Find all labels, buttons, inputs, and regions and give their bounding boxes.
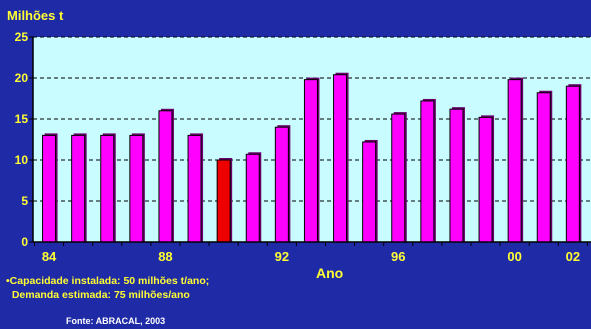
bar [362, 141, 377, 243]
bar [507, 79, 522, 243]
y-tick-label: 10 [15, 153, 29, 167]
x-tick-label: 96 [391, 249, 405, 264]
bar [303, 79, 318, 243]
bar [100, 134, 115, 243]
bar [71, 134, 86, 243]
x-tick-label: 88 [158, 249, 172, 264]
bar [216, 159, 231, 243]
source-note: Fonte: ABRACAL, 2003 [66, 316, 166, 326]
bar [536, 92, 551, 243]
note-demand: Demanda estimada: 75 milhões/ano [6, 289, 190, 301]
y-tick-label: 5 [21, 194, 28, 208]
x-axis-label: Ano [316, 265, 344, 281]
bar [245, 153, 260, 243]
bar [391, 113, 406, 243]
y-tick-label: 25 [15, 30, 29, 44]
note-capacity: •Capacidade instalada: 50 milhões t/ano; [6, 275, 210, 287]
notes: •Capacidade instalada: 50 milhões t/ano;… [6, 274, 209, 302]
x-tick-label: 92 [275, 249, 289, 264]
y-tick-label: 15 [15, 112, 29, 126]
y-tick-label: 0 [21, 235, 28, 249]
bar [129, 134, 144, 243]
bar [420, 100, 435, 243]
y-axis-unit-label: Milhões t [7, 8, 64, 23]
bar [187, 134, 202, 243]
y-tick-label: 20 [15, 71, 29, 85]
x-tick-label: 00 [507, 249, 521, 264]
bar [333, 74, 348, 243]
bar [42, 134, 57, 243]
bar [274, 126, 289, 243]
x-tick-label: 84 [42, 249, 57, 264]
bar [449, 108, 464, 243]
x-tick-label: 02 [566, 249, 580, 264]
bar [158, 110, 173, 243]
bar [478, 116, 493, 243]
bar [565, 85, 580, 243]
